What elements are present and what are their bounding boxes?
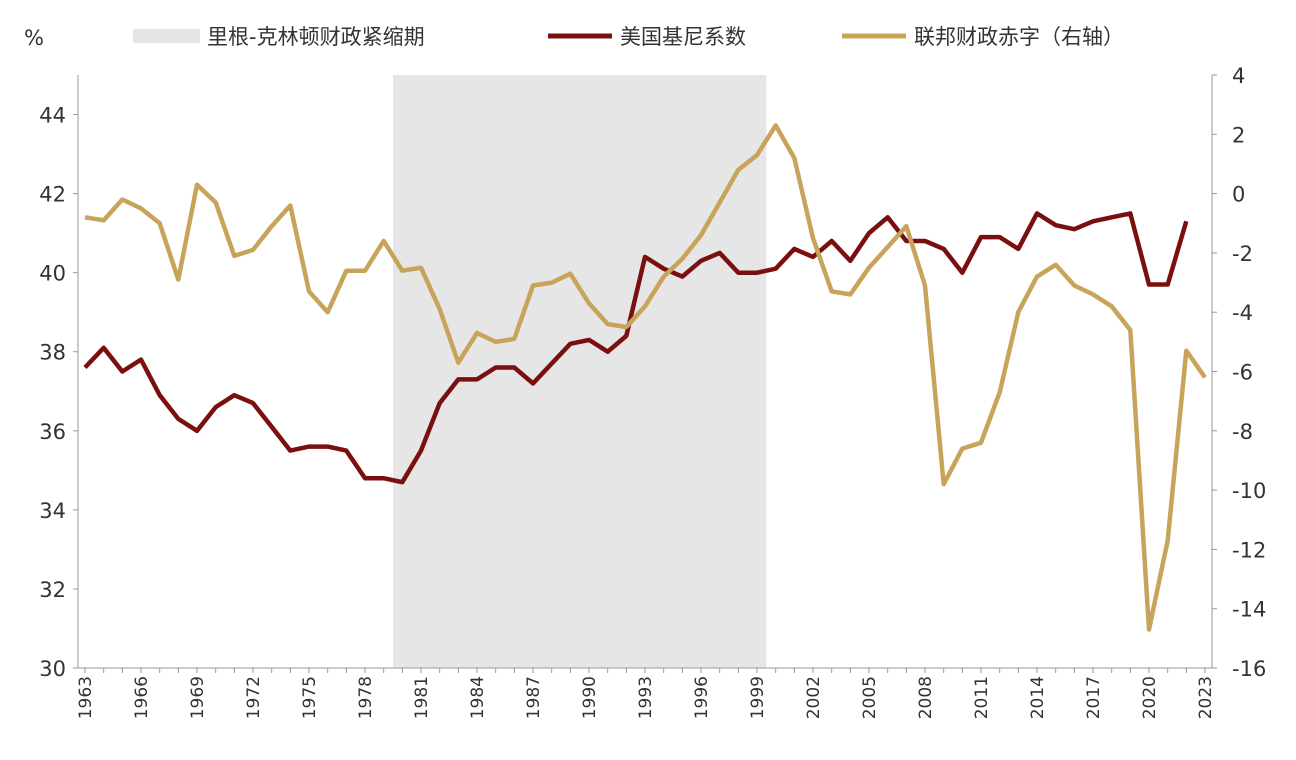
left-tick-label: 34	[39, 499, 66, 523]
x-tick-label: 2017	[1084, 676, 1104, 719]
x-tick-label: 2020	[1140, 676, 1160, 719]
left-tick-label: 32	[39, 578, 66, 602]
right-tick-label: 2	[1232, 123, 1245, 147]
left-tick-label: 40	[39, 262, 66, 286]
left-axis-unit: %	[24, 26, 44, 50]
x-tick-label: 1987	[524, 676, 544, 719]
left-tick-label: 42	[39, 183, 66, 207]
x-tick-label: 2023	[1196, 676, 1216, 719]
legend-label-shaded: 里根-克林顿财政紧缩期	[207, 25, 425, 49]
right-tick-label: -4	[1232, 301, 1253, 325]
right-tick-label: -2	[1232, 242, 1253, 266]
right-tick-label: -14	[1232, 598, 1266, 622]
x-tick-label: 2008	[916, 676, 936, 719]
x-tick-label: 1966	[132, 676, 152, 719]
right-tick-label: -16	[1232, 657, 1266, 681]
x-tick-label: 1990	[580, 676, 600, 719]
x-tick-label: 1981	[412, 676, 432, 719]
legend: 里根-克林顿财政紧缩期 美国基尼系数 联邦财政赤字（右轴）	[133, 25, 1124, 49]
left-tick-label: 44	[39, 104, 66, 128]
x-tick-label: 2005	[860, 676, 880, 719]
left-tick-label: 36	[39, 420, 66, 444]
legend-swatch-shaded	[133, 29, 200, 43]
x-tick-label: 1969	[188, 676, 208, 719]
legend-label-gini: 美国基尼系数	[620, 25, 746, 49]
right-tick-label: -8	[1232, 420, 1253, 444]
left-tick-label: 30	[39, 657, 66, 681]
right-tick-label: -10	[1232, 479, 1266, 503]
right-tick-label: 4	[1232, 64, 1245, 88]
x-tick-label: 2002	[804, 676, 824, 719]
right-tick-label: -12	[1232, 538, 1266, 562]
right-tick-label: -6	[1232, 361, 1253, 385]
shaded-period	[393, 75, 766, 668]
x-tick-label: 1975	[300, 676, 320, 719]
x-tick-label: 1972	[244, 676, 264, 719]
x-tick-label: 1999	[748, 676, 768, 719]
x-tick-label: 2014	[1028, 676, 1048, 719]
x-tick-label: 1963	[76, 676, 96, 719]
x-tick-label: 1993	[636, 676, 656, 719]
right-tick-label: 0	[1232, 183, 1245, 207]
left-tick-label: 38	[39, 341, 66, 365]
x-tick-label: 2011	[972, 676, 992, 719]
x-tick-label: 1978	[356, 676, 376, 719]
x-tick-label: 1996	[692, 676, 712, 719]
x-tick-label: 1984	[468, 676, 488, 719]
legend-label-deficit: 联邦财政赤字（右轴）	[914, 25, 1124, 49]
